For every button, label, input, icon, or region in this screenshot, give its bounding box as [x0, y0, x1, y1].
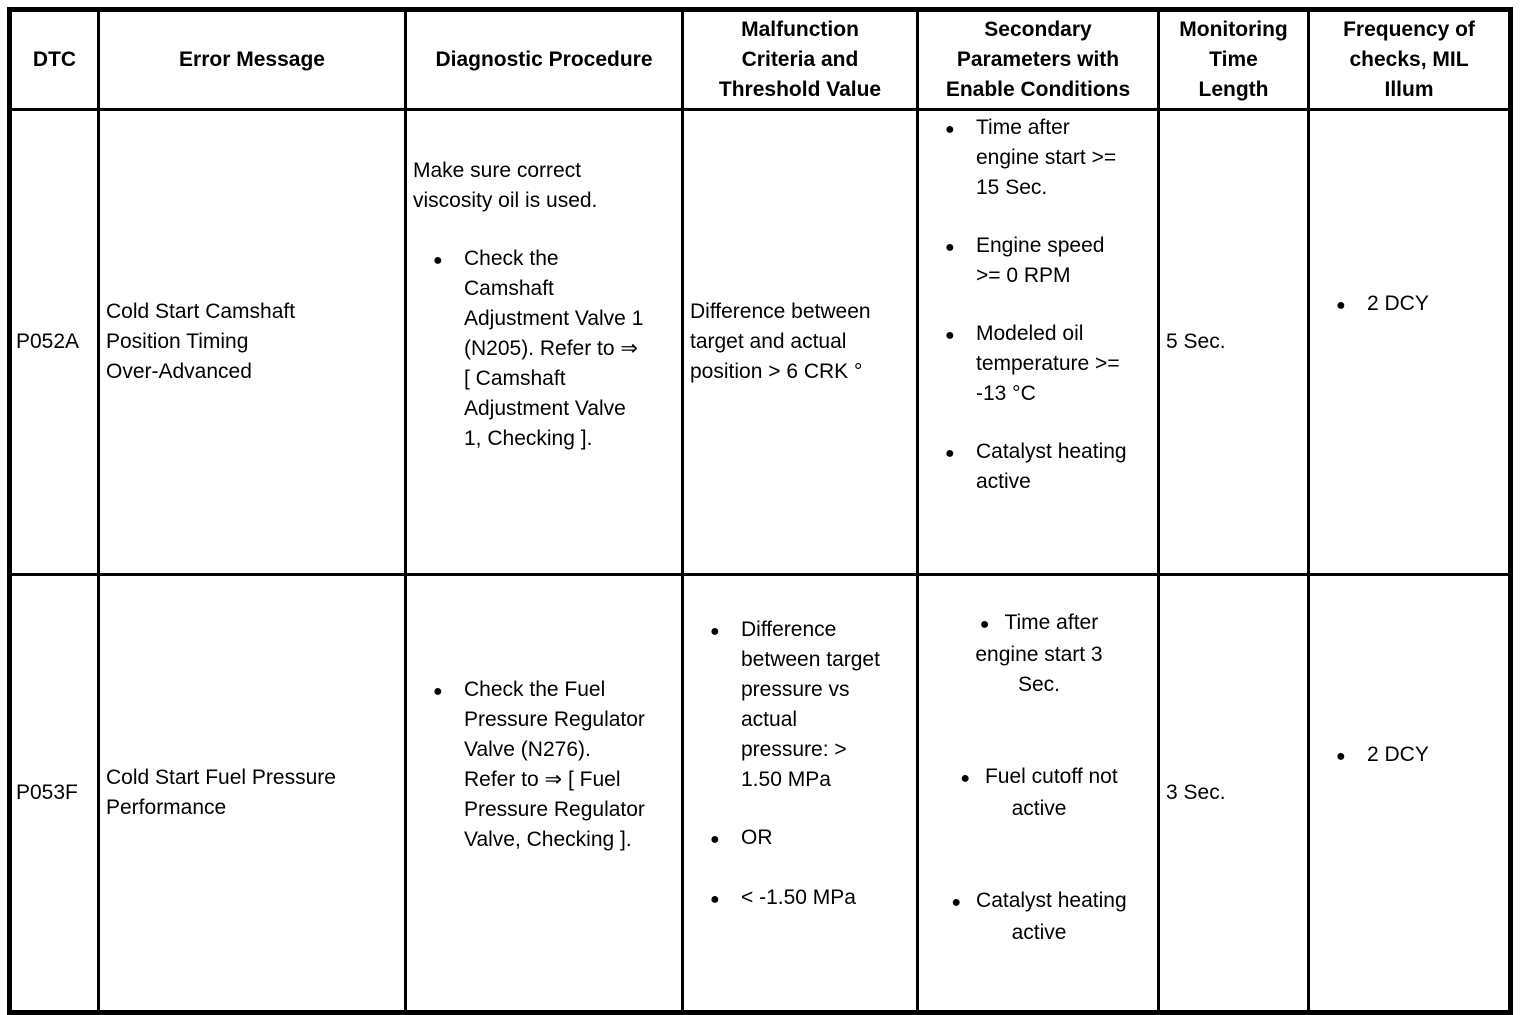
col-header-secondary-parameters: Secondary Parameters with Enable Conditi…: [916, 8, 1160, 111]
frequency-value: 2 DCY: [1316, 740, 1504, 772]
bullet-icon: [945, 319, 976, 351]
secondary-condition-text: Modeled oil temperature >= -13 °C: [976, 322, 1120, 405]
table-row: P053F Cold Start Fuel Pressure Performan…: [8, 573, 1512, 1014]
diagnostic-step: Check the Camshaft Adjustment Valve 1 (N…: [413, 244, 677, 454]
malfunction-condition: < -1.50 MPa: [690, 883, 912, 915]
bullet-icon: [433, 244, 464, 276]
frequency-value-text: 2 DCY: [1367, 743, 1429, 766]
frequency-value: 2 DCY: [1316, 289, 1504, 321]
bullet-icon: [960, 765, 985, 788]
bullet-icon: [980, 611, 1005, 634]
bullet-icon: [945, 113, 976, 145]
bullet-icon: [433, 675, 464, 707]
diagnostic-step: Check the Fuel Pressure Regulator Valve …: [413, 675, 677, 855]
malfunction-condition-text: < -1.50 MPa: [741, 886, 856, 909]
monitoring-time-cell: 5 Sec.: [1157, 108, 1310, 576]
secondary-condition: Modeled oil temperature >= -13 °C: [925, 319, 1153, 409]
secondary-condition: Catalyst heating active: [925, 437, 1153, 497]
bullet-icon: [945, 231, 976, 263]
malfunction-criteria-cell: Difference between target and actual pos…: [681, 108, 919, 576]
secondary-condition: Time after engine start >= 15 Sec.: [925, 113, 1153, 203]
bullet-icon: [1336, 289, 1367, 321]
secondary-condition-text: Time after engine start 3 Sec.: [975, 611, 1103, 696]
secondary-condition-text: Fuel cutoff not active: [984, 765, 1118, 820]
secondary-parameters-cell: Time after engine start 3 Sec. Fuel cuto…: [916, 573, 1160, 1014]
malfunction-condition: OR: [690, 823, 912, 855]
diagnostic-step-text: Check the Fuel Pressure Regulator Valve …: [464, 678, 645, 851]
col-header-frequency: Frequency of checks, MIL Illum: [1307, 8, 1512, 111]
bullet-icon: [710, 883, 741, 915]
malfunction-condition-text: OR: [741, 826, 773, 849]
diagnostic-step-text: Check the Camshaft Adjustment Valve 1 (N…: [464, 247, 644, 450]
frequency-cell: 2 DCY: [1307, 573, 1512, 1014]
col-header-error-message: Error Message: [97, 8, 407, 111]
malfunction-condition: Difference between target pressure vs ac…: [690, 615, 912, 795]
secondary-condition: Engine speed >= 0 RPM: [925, 231, 1153, 291]
monitoring-time-cell: 3 Sec.: [1157, 573, 1310, 1014]
secondary-condition-text: Time after engine start >= 15 Sec.: [976, 116, 1117, 199]
malfunction-criteria-cell: Difference between target pressure vs ac…: [681, 573, 919, 1014]
frequency-cell: 2 DCY: [1307, 108, 1512, 576]
col-header-monitoring-time: Monitoring Time Length: [1157, 8, 1310, 111]
dtc-cell: P052A: [8, 108, 100, 576]
secondary-condition-text: Engine speed >= 0 RPM: [976, 234, 1105, 287]
diagnostic-intro: Make sure correct viscosity oil is used.: [413, 159, 598, 212]
secondary-parameters-cell: Time after engine start >= 15 Sec. Engin…: [916, 108, 1160, 576]
malfunction-condition-text: Difference between target pressure vs ac…: [741, 618, 880, 791]
header-row: DTC Error Message Diagnostic Procedure M…: [8, 8, 1512, 111]
col-header-dtc: DTC: [8, 8, 100, 111]
secondary-condition-text: Catalyst heating active: [976, 889, 1127, 944]
secondary-condition: Time after engine start 3 Sec.: [925, 578, 1153, 700]
diagnostic-procedure-cell: Check the Fuel Pressure Regulator Valve …: [404, 573, 684, 1014]
secondary-condition-text: Catalyst heating active: [976, 440, 1127, 493]
diagnostic-procedure-cell: Make sure correct viscosity oil is used.…: [404, 108, 684, 576]
dtc-cell: P053F: [8, 573, 100, 1014]
error-message-cell: Cold Start Fuel Pressure Performance: [97, 573, 407, 1014]
secondary-condition: Fuel cutoff not active: [925, 732, 1153, 824]
error-message-cell: Cold Start Camshaft Position Timing Over…: [97, 108, 407, 576]
dtc-summary-table: DTC Error Message Diagnostic Procedure M…: [7, 7, 1513, 1015]
bullet-icon: [710, 615, 741, 647]
bullet-icon: [710, 823, 741, 855]
secondary-condition: Catalyst heating active: [925, 856, 1153, 948]
frequency-value-text: 2 DCY: [1367, 292, 1429, 315]
col-header-diagnostic-procedure: Diagnostic Procedure: [404, 8, 684, 111]
bullet-icon: [945, 437, 976, 469]
bullet-icon: [1336, 740, 1367, 772]
table-row: P052A Cold Start Camshaft Position Timin…: [8, 108, 1512, 576]
col-header-malfunction-criteria: Malfunction Criteria and Threshold Value: [681, 8, 919, 111]
bullet-icon: [951, 889, 976, 912]
malfunction-text: Difference between target and actual pos…: [690, 300, 871, 383]
